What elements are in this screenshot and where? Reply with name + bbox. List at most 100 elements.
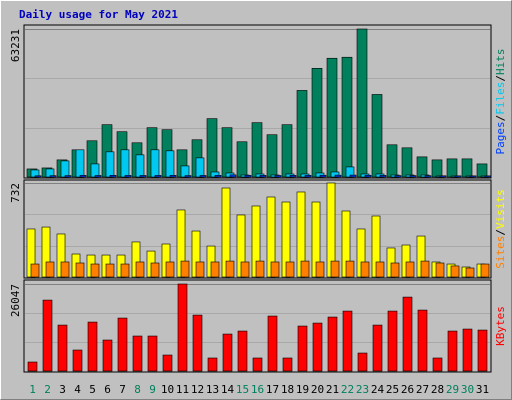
bar — [165, 150, 175, 178]
bar — [342, 310, 353, 372]
bar — [105, 151, 115, 178]
x-tick-label: 6 — [104, 383, 111, 396]
bar — [274, 175, 282, 178]
x-tick-label: 22 — [341, 383, 354, 396]
bar — [375, 261, 385, 278]
x-tick-label: 21 — [326, 383, 339, 396]
bar — [300, 260, 310, 278]
bar — [282, 357, 293, 372]
x-tick-label: 1 — [29, 383, 36, 396]
bar — [371, 94, 383, 178]
bar — [72, 349, 83, 372]
legend-entry: Visits — [494, 189, 507, 229]
x-tick-label: 5 — [89, 383, 96, 396]
bar — [304, 175, 312, 178]
x-tick-label: 28 — [431, 383, 444, 396]
bar — [297, 325, 308, 372]
y-tick-label: 26047 — [9, 284, 22, 317]
bar — [150, 149, 160, 178]
bar — [402, 296, 413, 372]
bar — [401, 147, 413, 178]
bar — [255, 260, 265, 278]
bar — [87, 321, 98, 372]
bar — [312, 322, 323, 372]
bar — [236, 141, 248, 178]
bar — [446, 158, 458, 178]
bar — [390, 262, 400, 278]
bar — [207, 357, 218, 372]
bar — [75, 262, 85, 278]
bar — [432, 357, 443, 372]
bar — [461, 158, 473, 178]
bar — [90, 163, 100, 178]
bar — [225, 260, 235, 278]
x-tick-label: 25 — [386, 383, 399, 396]
bar — [162, 354, 173, 372]
legend-separator: / — [494, 75, 507, 82]
bar — [417, 309, 428, 372]
bar — [206, 118, 218, 178]
x-tick-label: 26 — [401, 383, 414, 396]
bar — [267, 315, 278, 372]
bar — [450, 265, 460, 278]
bar — [150, 262, 160, 278]
bar — [480, 263, 490, 278]
bar — [296, 90, 308, 178]
bar — [289, 175, 297, 178]
bar — [281, 124, 293, 178]
bar — [420, 260, 430, 278]
bar — [117, 317, 128, 372]
bar — [266, 134, 278, 178]
legend: Sites/Visits — [494, 189, 507, 269]
x-tick-label: 18 — [281, 383, 294, 396]
bar — [177, 283, 188, 372]
x-tick-label: 15 — [236, 383, 249, 396]
x-tick-label: 2 — [44, 383, 51, 396]
bar — [386, 144, 398, 178]
x-tick-label: 19 — [296, 383, 309, 396]
bar — [251, 122, 263, 178]
bar — [154, 175, 162, 178]
bar — [341, 56, 353, 178]
bar — [462, 328, 473, 372]
legend-entry: Hits — [494, 49, 507, 76]
bar — [30, 263, 40, 278]
bar — [64, 175, 72, 178]
legend-entry: Sites — [494, 236, 507, 269]
bar — [199, 175, 207, 178]
x-tick-label: 10 — [161, 383, 174, 396]
bar — [195, 261, 205, 278]
x-tick-label: 4 — [74, 383, 81, 396]
bar — [192, 314, 203, 372]
bar — [416, 156, 428, 178]
bar — [252, 357, 263, 372]
bar — [330, 260, 340, 278]
bar — [349, 174, 357, 178]
bar — [79, 175, 87, 178]
bar — [435, 262, 445, 278]
bar — [120, 149, 130, 178]
bar — [424, 175, 432, 178]
legend: KBytes — [494, 306, 507, 346]
bar — [165, 261, 175, 278]
bar — [195, 157, 205, 178]
panel — [23, 279, 492, 373]
bar — [447, 330, 458, 372]
x-tick-label: 23 — [356, 383, 369, 396]
x-tick-label: 3 — [59, 383, 66, 396]
x-tick-label: 12 — [191, 383, 204, 396]
bar — [240, 261, 250, 278]
bar — [311, 68, 323, 178]
y-tick-label: 63231 — [9, 29, 22, 62]
bar — [60, 261, 70, 278]
bar — [34, 175, 42, 178]
x-tick-label: 27 — [416, 383, 429, 396]
bar — [409, 175, 417, 178]
bar — [229, 174, 237, 178]
bar — [319, 174, 327, 178]
bar — [222, 333, 233, 372]
x-tick-label: 14 — [221, 383, 235, 396]
